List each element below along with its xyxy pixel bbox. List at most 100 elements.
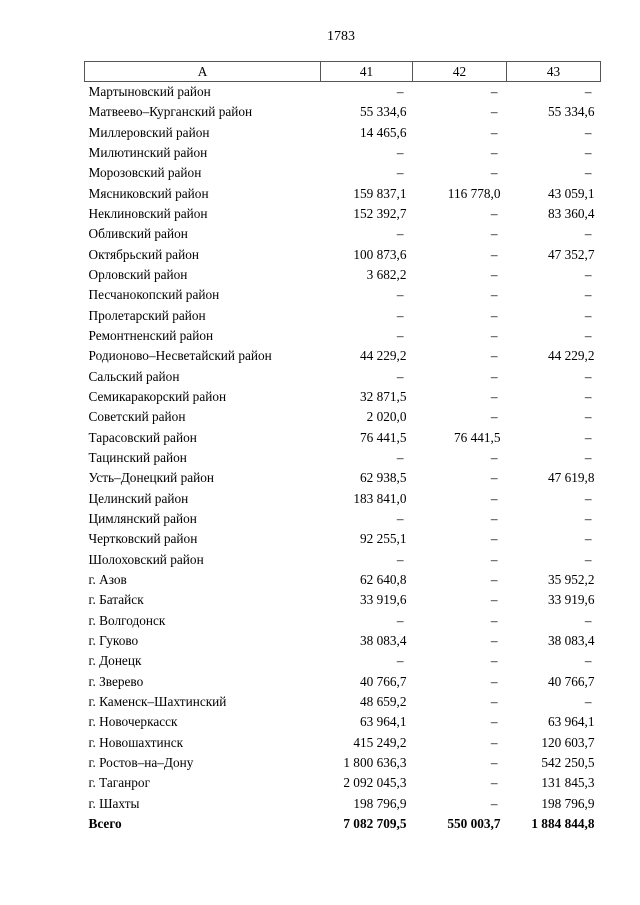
table-row: г. Таганрог 2 092 045,3 – 131 845,3	[85, 773, 601, 793]
row-label: г. Каменск–Шахтинский	[88, 694, 227, 709]
row-label: Неклиновский район	[88, 206, 208, 222]
cell-col-43: 47 619,8	[547, 470, 595, 486]
cell-col-41: 44 229,2	[359, 348, 407, 364]
table-row: г. Донецк – – –	[85, 651, 601, 671]
cell-col-41: –	[396, 328, 404, 344]
table-row: Чертковский район 92 255,1 – –	[85, 529, 601, 549]
cell-col-42: –	[490, 246, 498, 262]
cell-col-41: –	[396, 368, 404, 384]
row-label: Миллеровский район	[88, 124, 210, 140]
row-label: Обливский район	[88, 226, 188, 242]
cell-col-42: 550 003,7	[447, 815, 501, 831]
row-label: г. Таганрог	[88, 775, 151, 791]
header-cell-41: 41	[320, 61, 413, 82]
row-label: г. Батайск	[88, 592, 144, 608]
cell-col-41: 159 837,1	[353, 185, 407, 201]
cell-col-43: 33 919,6	[547, 592, 595, 608]
row-label: Пролетарский район	[88, 307, 206, 323]
row-label: г. Азов	[88, 572, 127, 588]
table-row: г. Шахты 198 796,9 – 198 796,9	[85, 793, 601, 813]
cell-col-43: 44 229,2	[547, 348, 595, 364]
page-number: 1783	[327, 29, 355, 44]
table-row: Неклиновский район 152 392,7 – 83 360,4	[85, 204, 601, 224]
cell-col-41: 33 919,6	[359, 592, 407, 608]
cell-col-43: –	[584, 287, 592, 303]
row-label: Матвеево–Курганский район	[88, 104, 253, 120]
row-label: Тацинский район	[88, 450, 187, 466]
cell-col-42: –	[490, 612, 498, 628]
cell-col-41: –	[396, 612, 404, 628]
cell-col-43: 63 964,1	[547, 714, 595, 730]
table-row: г. Азов 62 640,8 – 35 952,2	[85, 570, 601, 590]
cell-col-42: –	[490, 287, 498, 303]
cell-col-41: 48 659,2	[359, 694, 407, 709]
table-row: Матвеево–Курганский район 55 334,6 – 55 334…	[85, 102, 601, 122]
cell-col-41: –	[396, 145, 404, 161]
cell-col-41: 198 796,9	[353, 795, 407, 811]
table-row: Пролетарский район – – –	[85, 306, 601, 326]
row-label: г. Донецк	[88, 653, 142, 669]
table-row: г. Батайск 33 919,6 – 33 919,6	[85, 590, 601, 610]
cell-col-42: –	[490, 165, 498, 181]
cell-col-42: 76 441,5	[453, 429, 501, 445]
cell-col-42: –	[490, 673, 498, 689]
row-label: Семикаракорский район	[88, 389, 227, 405]
table-row: Октябрьский район 100 873,6 – 47 352,7	[85, 245, 601, 265]
cell-col-42: –	[490, 307, 498, 323]
cell-col-41: 2 092 045,3	[343, 775, 407, 791]
cell-col-43: –	[584, 226, 592, 242]
cell-col-41: 55 334,6	[359, 104, 407, 120]
table-row: Миллеровский район 14 465,6 – –	[85, 123, 601, 143]
cell-col-43: –	[584, 409, 592, 425]
cell-col-43: 542 250,5	[541, 754, 595, 770]
row-label: Ремонтненский район	[88, 328, 214, 344]
cell-col-43: –	[584, 511, 592, 527]
cell-col-43: –	[584, 653, 592, 669]
header-cell-a: А	[84, 61, 321, 82]
table-row: Мартыновский район – – –	[85, 82, 601, 103]
cell-col-41: 76 441,5	[359, 429, 407, 445]
table-row: Советский район 2 020,0 – –	[85, 407, 601, 427]
cell-col-41: 32 871,5	[359, 389, 407, 405]
cell-col-43: 83 360,4	[547, 206, 595, 222]
row-label: Сальский район	[88, 368, 180, 384]
cell-col-42: –	[490, 653, 498, 669]
cell-col-43: 120 603,7	[541, 734, 595, 750]
cell-col-43: –	[584, 450, 592, 466]
row-label: Усть–Донецкий район	[88, 470, 215, 486]
cell-col-42: –	[490, 531, 498, 547]
cell-col-42: –	[490, 450, 498, 466]
table-row: г. Ростов–на–Дону 1 800 636,3 – 542 250,5	[85, 753, 601, 773]
cell-col-42: –	[490, 84, 498, 100]
cell-col-42: –	[490, 694, 498, 709]
cell-col-43: –	[584, 429, 592, 445]
data-table: А 41 42 43 Мартыновский район – – – Матвеево…	[84, 61, 601, 834]
row-label: Морозовский район	[88, 165, 202, 181]
cell-col-43: –	[584, 84, 592, 100]
table-row: г. Зверево 40 766,7 – 40 766,7	[85, 672, 601, 692]
table-row: г. Каменск–Шахтинский 48 659,2 – –	[85, 692, 601, 712]
table-row: Сальский район – – –	[85, 367, 601, 387]
row-label: Целинский район	[88, 490, 189, 506]
table-row: Родионово–Несветайский район 44 229,2 – 44 …	[85, 346, 601, 366]
row-label: Песчанокопский район	[88, 287, 220, 303]
cell-col-43: 55 334,6	[547, 104, 595, 120]
cell-col-41: 38 083,4	[359, 633, 407, 649]
cell-col-42: –	[490, 267, 498, 283]
cell-col-43: 35 952,2	[547, 572, 595, 588]
cell-col-43: 198 796,9	[541, 795, 595, 811]
row-label: г. Новочеркасск	[88, 714, 178, 730]
row-label: Шолоховский район	[88, 551, 204, 567]
cell-col-42: –	[490, 633, 498, 649]
row-label: Тарасовский район	[88, 429, 197, 445]
row-label: Орловский район	[88, 267, 188, 283]
cell-col-42: –	[490, 124, 498, 140]
cell-col-42: –	[490, 145, 498, 161]
cell-col-42: –	[490, 511, 498, 527]
cell-col-42: –	[490, 551, 498, 567]
cell-col-41: 62 640,8	[359, 572, 407, 588]
table-row: Песчанокопский район – – –	[85, 285, 601, 305]
cell-col-41: 7 082 709,5	[343, 815, 407, 831]
cell-col-42: –	[490, 572, 498, 588]
header-cell-43: 43	[506, 61, 601, 82]
